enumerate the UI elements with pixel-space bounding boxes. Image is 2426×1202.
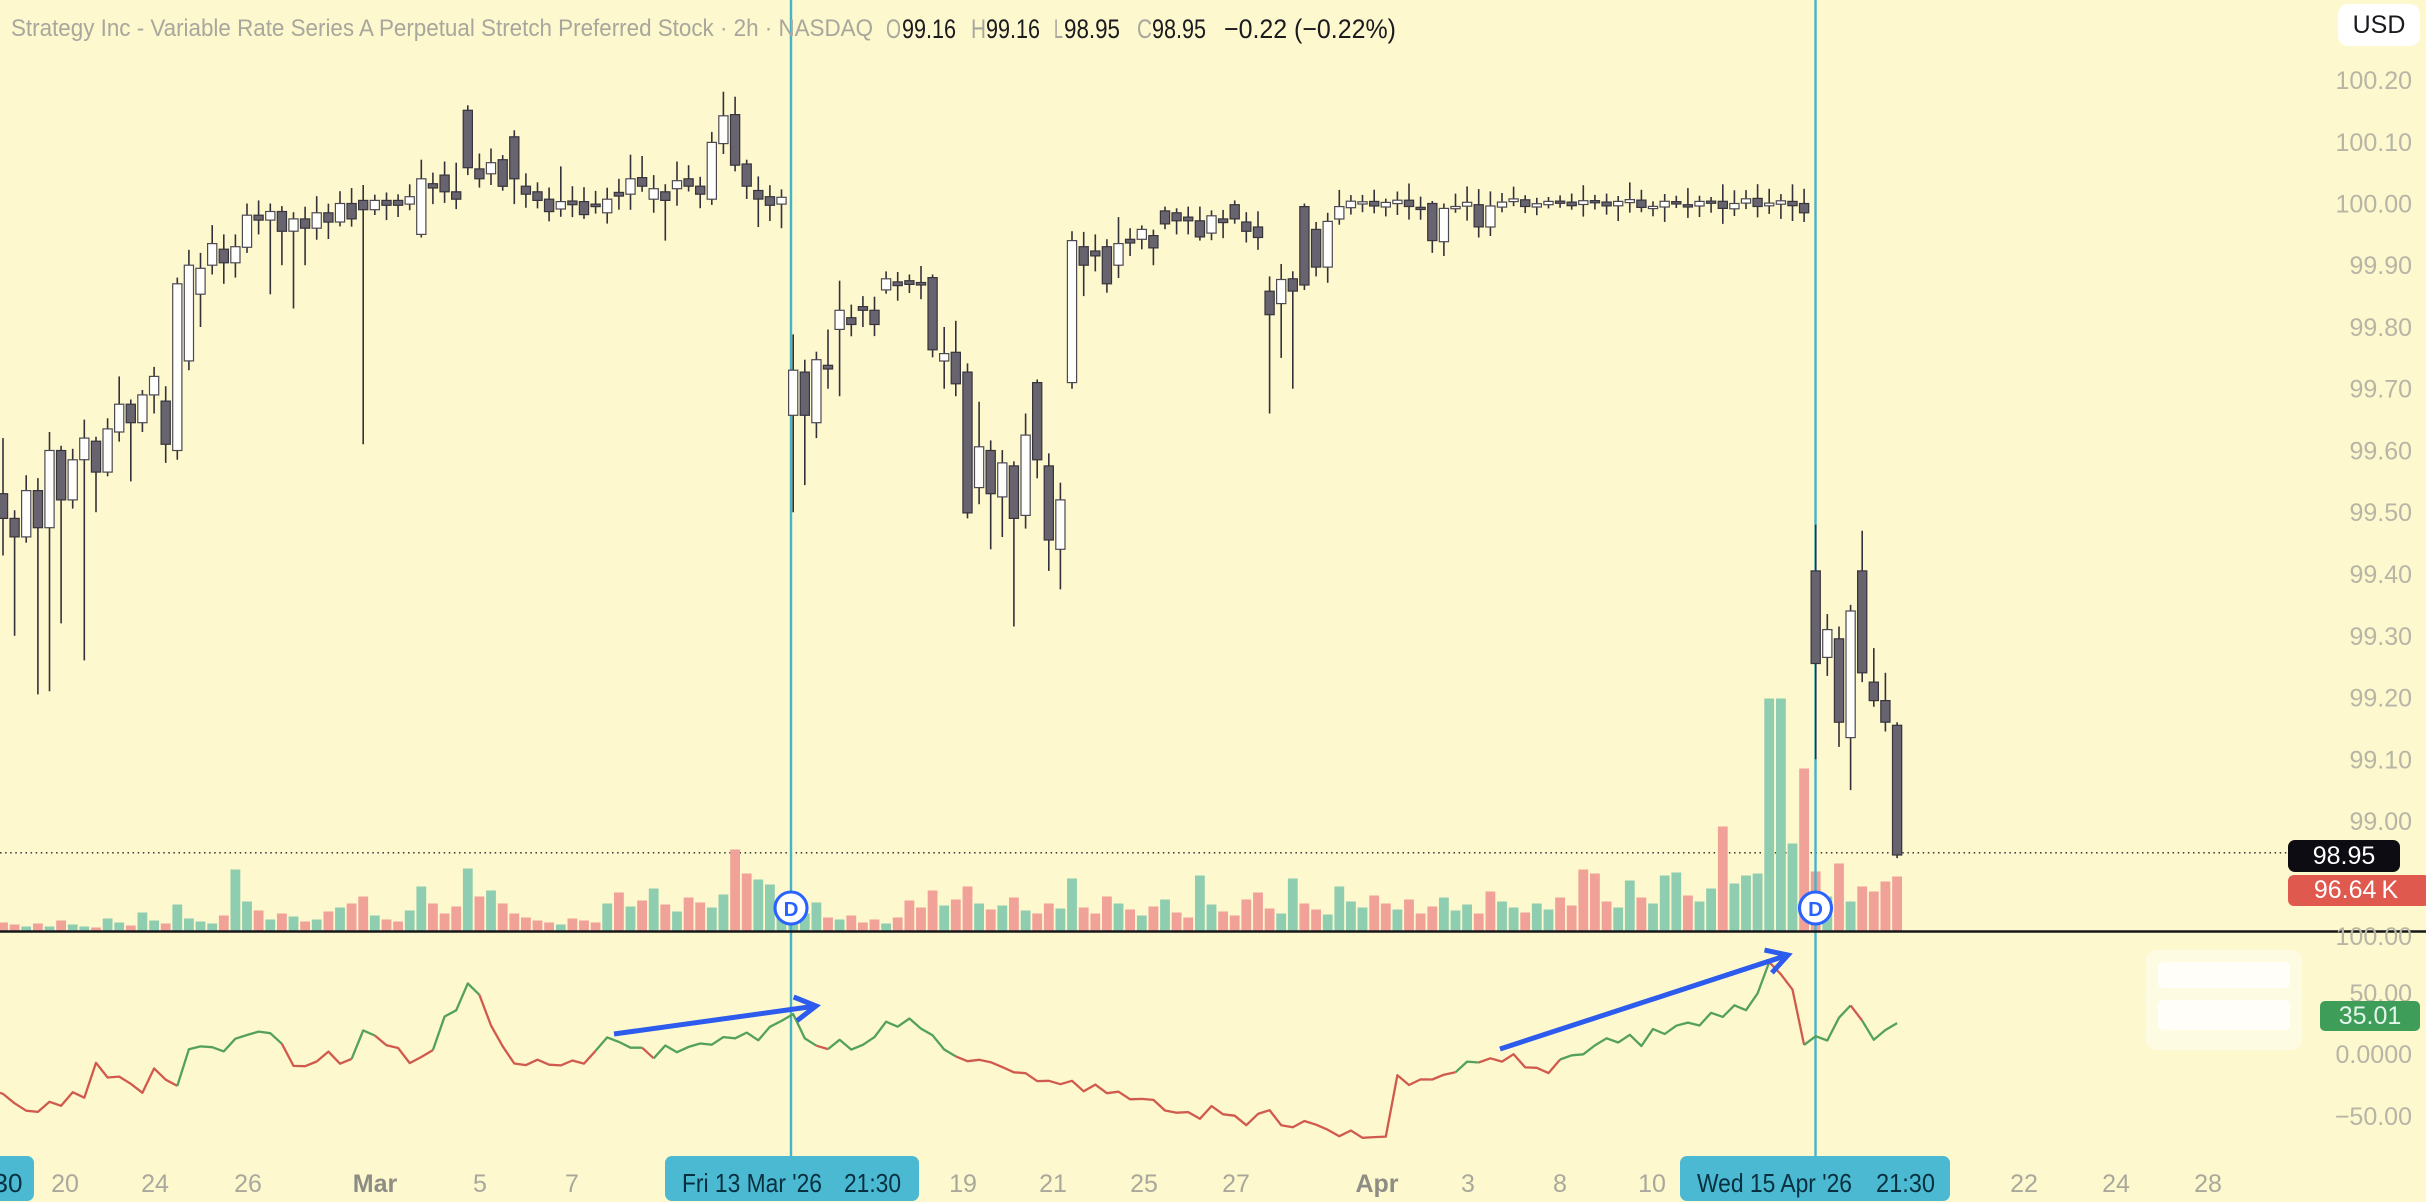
- svg-text:8: 8: [1553, 1170, 1567, 1198]
- svg-text:99.10: 99.10: [2349, 746, 2412, 774]
- svg-text:10: 10: [1638, 1170, 1666, 1198]
- svg-text:19: 19: [949, 1170, 977, 1198]
- svg-text:99.00: 99.00: [2349, 808, 2412, 836]
- svg-text:28: 28: [2194, 1170, 2222, 1198]
- svg-text:Mar: Mar: [353, 1170, 398, 1198]
- svg-text:99.16: 99.16: [986, 14, 1040, 44]
- svg-text:27: 27: [1222, 1170, 1250, 1198]
- svg-text:3: 3: [1461, 1170, 1475, 1198]
- svg-text:Apr: Apr: [1355, 1170, 1398, 1198]
- svg-text:O: O: [886, 14, 901, 44]
- svg-text:100.00: 100.00: [2336, 923, 2412, 951]
- svg-text:D: D: [784, 898, 799, 921]
- svg-text:99.16: 99.16: [902, 14, 956, 44]
- svg-text:L: L: [1054, 14, 1063, 44]
- svg-text:D: D: [1808, 898, 1823, 921]
- svg-text:35.01: 35.01: [2339, 1002, 2402, 1030]
- svg-text:21: 21: [1039, 1170, 1067, 1198]
- svg-text:Fri 13 Mar '26: Fri 13 Mar '26: [682, 1168, 822, 1198]
- svg-text:20: 20: [51, 1170, 79, 1198]
- svg-text:100.20: 100.20: [2336, 67, 2412, 95]
- svg-text:99.80: 99.80: [2349, 314, 2412, 342]
- svg-text:100.10: 100.10: [2336, 129, 2412, 157]
- svg-text:Strategy Inc - Variable Rate S: Strategy Inc - Variable Rate Series A Pe…: [11, 15, 873, 42]
- svg-text:−0.22 (−0.22%): −0.22 (−0.22%): [1224, 14, 1396, 44]
- svg-text:H: H: [971, 14, 986, 44]
- svg-text:24: 24: [141, 1170, 169, 1198]
- svg-text:99.30: 99.30: [2349, 623, 2412, 651]
- svg-text:99.20: 99.20: [2349, 685, 2412, 713]
- svg-text:99.60: 99.60: [2349, 438, 2412, 466]
- svg-text:25: 25: [1130, 1170, 1158, 1198]
- svg-text:100.00: 100.00: [2336, 191, 2412, 219]
- svg-text:99.70: 99.70: [2349, 376, 2412, 404]
- svg-text:C: C: [1137, 14, 1152, 44]
- svg-text:98.95: 98.95: [2313, 842, 2376, 870]
- svg-text:USD: USD: [2353, 11, 2406, 39]
- svg-text:99.40: 99.40: [2349, 561, 2412, 589]
- svg-text:24: 24: [2102, 1170, 2130, 1198]
- svg-text:30: 30: [0, 1168, 22, 1198]
- svg-text:98.95: 98.95: [1064, 14, 1120, 44]
- svg-text:7: 7: [565, 1170, 579, 1198]
- svg-text:22: 22: [2010, 1170, 2038, 1198]
- svg-text:5: 5: [473, 1170, 487, 1198]
- svg-text:96.64 K: 96.64 K: [2314, 876, 2399, 904]
- svg-text:0.0000: 0.0000: [2336, 1041, 2412, 1069]
- svg-text:98.95: 98.95: [1152, 14, 1206, 44]
- svg-text:Wed 15 Apr '26: Wed 15 Apr '26: [1697, 1168, 1852, 1198]
- svg-text:21:30: 21:30: [1876, 1168, 1935, 1198]
- svg-text:−50.00: −50.00: [2335, 1103, 2412, 1131]
- svg-text:26: 26: [234, 1170, 262, 1198]
- svg-text:99.50: 99.50: [2349, 499, 2412, 527]
- svg-text:99.90: 99.90: [2349, 252, 2412, 280]
- svg-text:21:30: 21:30: [844, 1168, 901, 1198]
